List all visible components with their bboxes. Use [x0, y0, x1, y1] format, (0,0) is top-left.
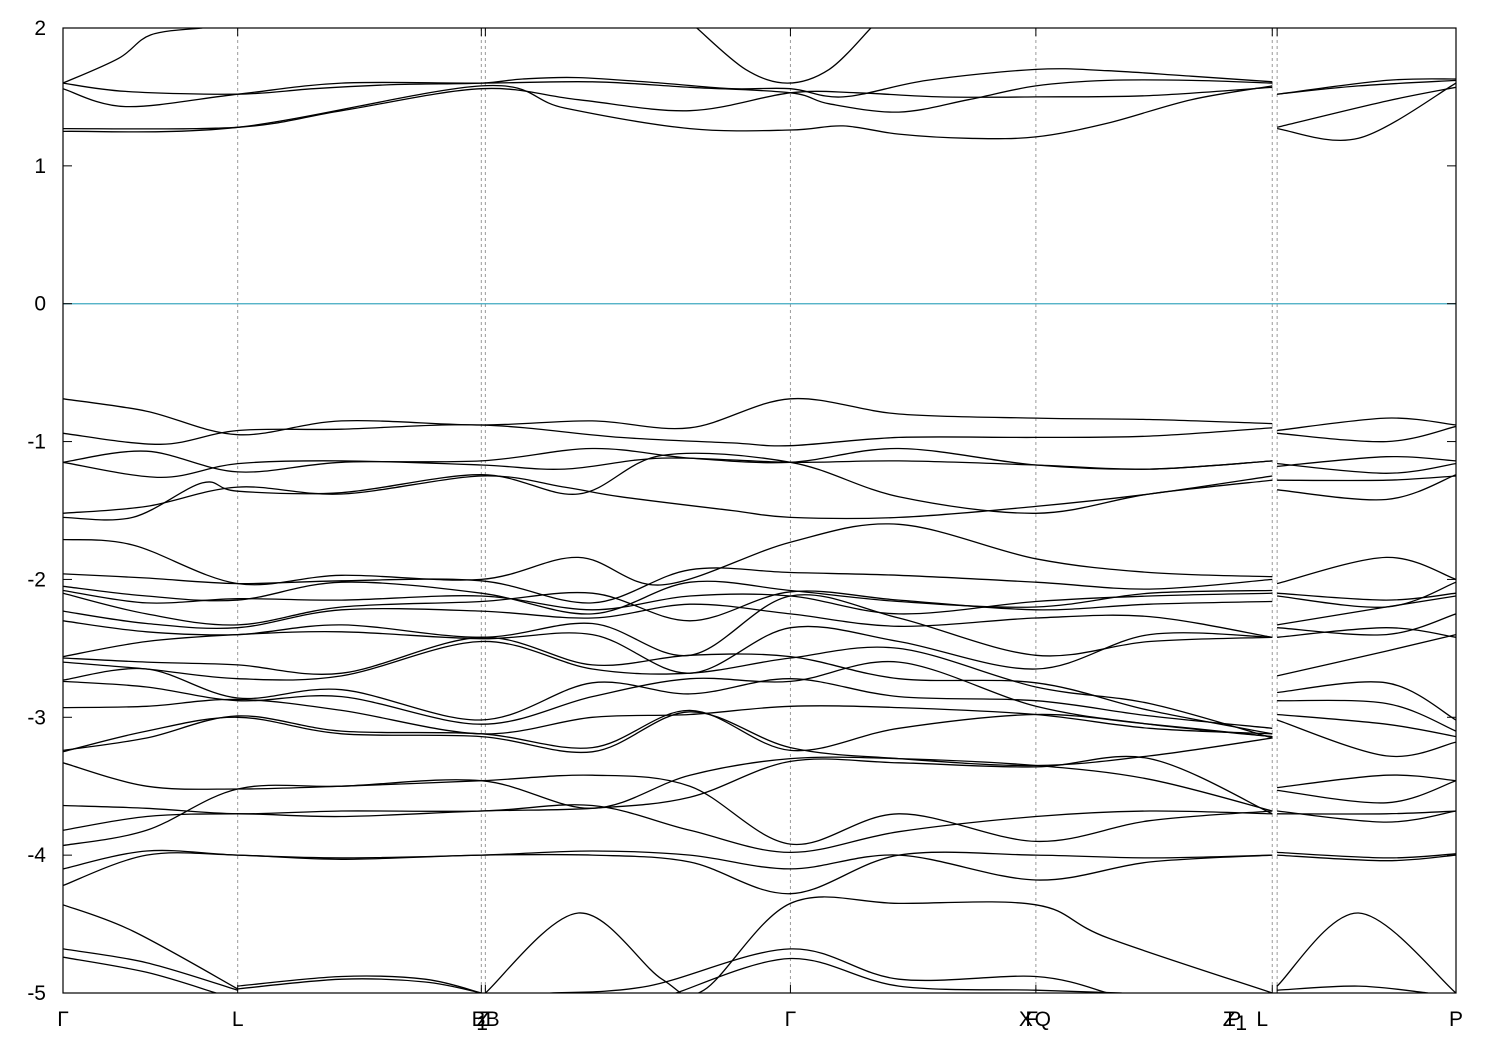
high-symmetry-lines — [237, 28, 1278, 993]
x-tick-label: B — [472, 1008, 486, 1031]
x-tick-label: L — [1256, 1008, 1268, 1031]
band-line — [237, 978, 482, 993]
band-line — [237, 975, 482, 993]
band-line — [696, 28, 872, 84]
x-tick-label: 1 — [476, 1012, 488, 1035]
x-tick-label: Z — [1223, 1008, 1236, 1031]
band-line — [1277, 425, 1456, 443]
y-tick-label: -5 — [27, 982, 46, 1005]
band-line — [1277, 78, 1456, 95]
band-line — [675, 957, 1122, 993]
band-line — [63, 756, 1273, 847]
band-line — [1277, 455, 1456, 468]
band-line — [63, 904, 239, 990]
plot-frame — [62, 27, 1457, 994]
band-line — [63, 68, 1273, 98]
y-tick-label: 1 — [34, 155, 46, 178]
x-tick-label: Γ — [785, 1008, 797, 1031]
y-axis: -5 -4 -3 -2 -1 0 1 2 — [27, 17, 1456, 1005]
band-curves — [63, 28, 1456, 993]
band-line — [63, 603, 1273, 638]
y-tick-label: 2 — [34, 17, 46, 40]
band-line — [550, 948, 1108, 993]
band-line — [1276, 595, 1456, 626]
band-line — [63, 567, 1273, 604]
band-line — [1277, 82, 1456, 142]
band-line — [63, 851, 1273, 895]
band-line — [63, 948, 238, 991]
x-tick-label: 1 — [1235, 1012, 1247, 1035]
band-line — [1277, 810, 1456, 815]
band-line — [63, 762, 1273, 846]
band-line — [63, 956, 217, 993]
band-line — [63, 424, 1273, 447]
x-tick-label: X — [1019, 1008, 1033, 1031]
band-line — [1277, 417, 1456, 432]
x-tick-label: F — [1025, 1008, 1038, 1031]
band-line — [63, 86, 1273, 130]
band-line — [63, 475, 1273, 520]
band-line — [1277, 780, 1456, 804]
band-line — [63, 84, 1273, 140]
band-line — [63, 625, 1273, 674]
band-line — [63, 590, 1273, 626]
x-tick-label: B — [486, 1008, 500, 1031]
band-line — [1277, 854, 1456, 862]
band-line — [1277, 851, 1456, 859]
band-line — [63, 636, 1273, 735]
band-line — [1277, 713, 1456, 738]
band-line — [1276, 86, 1456, 128]
band-line — [63, 28, 203, 84]
band-line — [484, 896, 1273, 993]
band-line — [1277, 613, 1456, 636]
band-line — [63, 804, 1273, 854]
band-line — [1277, 592, 1456, 601]
band-line — [63, 660, 1273, 738]
band-line — [63, 640, 1273, 739]
y-tick-label: -1 — [27, 431, 46, 454]
band-line — [1276, 556, 1456, 585]
y-tick-label: 0 — [34, 293, 46, 316]
band-line — [63, 589, 1273, 615]
band-line — [1277, 985, 1429, 993]
band-line — [1277, 699, 1456, 732]
band-line — [1277, 627, 1456, 638]
band-line — [1276, 633, 1456, 677]
band-line — [1276, 912, 1456, 993]
band-line — [63, 709, 1273, 752]
band-line — [1277, 774, 1456, 789]
band-line — [1276, 719, 1456, 758]
band-line — [63, 79, 1273, 113]
band-line — [63, 698, 1273, 735]
band-line — [63, 447, 1273, 473]
band-line — [63, 755, 1273, 831]
band-line — [1277, 475, 1456, 482]
band-line — [63, 580, 1273, 615]
band-line — [63, 594, 1273, 657]
x-tick-label: L — [232, 1008, 244, 1031]
band-line — [1277, 474, 1456, 501]
x-tick-label: Γ — [57, 1008, 69, 1031]
band-line — [63, 667, 1273, 729]
x-tick-label: P — [1449, 1008, 1463, 1031]
band-line — [1277, 681, 1456, 721]
band-line — [63, 452, 1273, 521]
band-line — [63, 457, 1273, 479]
x-tick-label: P — [1227, 1008, 1241, 1031]
band-line — [63, 711, 1273, 767]
band-line — [63, 397, 1273, 436]
y-tick-label: -2 — [27, 568, 46, 591]
band-line — [1277, 462, 1456, 474]
y-tick-label: -4 — [27, 844, 46, 867]
x-tick-label: Q — [1035, 1008, 1051, 1031]
x-tick-label: Z — [477, 1008, 490, 1031]
y-tick-label: -3 — [27, 706, 46, 729]
